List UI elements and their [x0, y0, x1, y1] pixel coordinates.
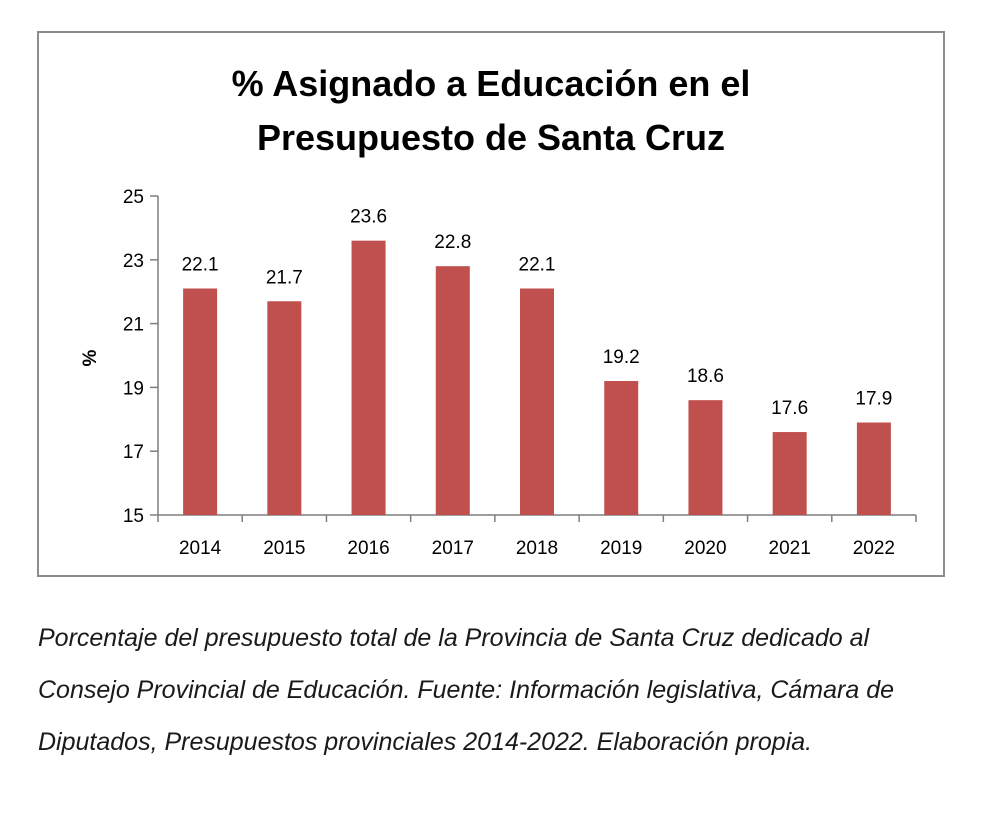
x-tick-label: 2017: [432, 538, 474, 559]
y-tick-label: 21: [123, 315, 144, 336]
y-tick-label: 19: [123, 378, 144, 399]
plot-area: 15 17 19 21 23 25 22.1 2014 21.7 2015 23.6 2016 22.8…: [123, 187, 917, 559]
chart-title-line-1: % Asignado a Educación en el: [232, 63, 751, 104]
data-label: 22.1: [519, 255, 556, 276]
x-tick-label: 2019: [600, 538, 642, 559]
x-tick-label: 2020: [684, 538, 726, 559]
x-tick-label: 2014: [179, 538, 222, 559]
chart-title-line-2: Presupuesto de Santa Cruz: [257, 117, 725, 158]
chart-frame: % Asignado a Educación en el Presupuesto…: [37, 31, 945, 577]
y-tick-label: 17: [123, 442, 144, 463]
y-tick-label: 25: [123, 187, 144, 208]
data-label: 23.6: [350, 207, 387, 228]
bar: [856, 422, 891, 515]
x-tick-label: 2021: [769, 538, 811, 559]
bar-chart: % Asignado a Educación en el Presupuesto…: [80, 63, 917, 559]
data-label: 17.6: [771, 398, 808, 419]
bar: [183, 288, 218, 515]
bar: [351, 240, 386, 515]
x-tick-label: 2015: [263, 538, 305, 559]
bar: [688, 400, 723, 515]
data-label: 22.1: [182, 255, 219, 276]
bar: [267, 301, 302, 515]
data-label: 17.9: [855, 388, 892, 409]
y-tick-label: 15: [123, 506, 144, 527]
bar: [435, 266, 470, 515]
data-label: 21.7: [266, 267, 303, 288]
data-label: 22.8: [434, 232, 471, 253]
bar: [520, 288, 554, 515]
y-tick-label: 23: [123, 251, 144, 272]
bar: [604, 381, 639, 515]
figure-caption: Porcentaje del presupuesto total de la P…: [38, 624, 895, 756]
bar: [772, 432, 807, 515]
y-axis-label: %: [80, 349, 101, 366]
data-label: 18.6: [687, 366, 724, 387]
x-tick-label: 2016: [347, 538, 389, 559]
data-label: 19.2: [603, 347, 640, 368]
x-tick-label: 2022: [853, 538, 895, 559]
x-tick-label: 2018: [516, 538, 558, 559]
